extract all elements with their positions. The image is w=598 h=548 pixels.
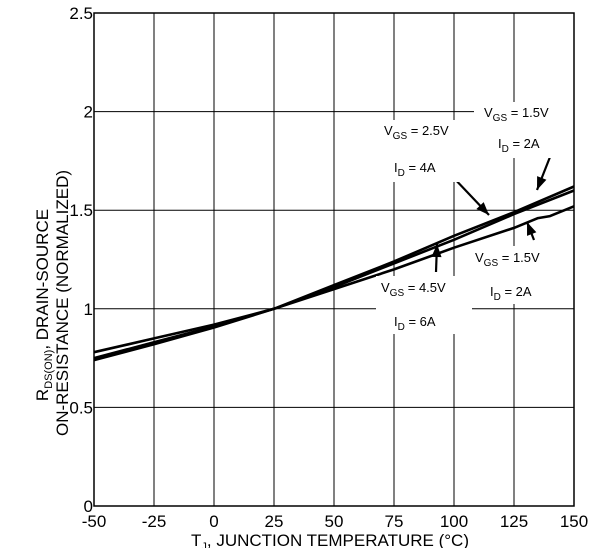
y-tick-labels: 0 0.5 1 1.5 2 2.5 bbox=[69, 4, 93, 516]
x-tick-labels: -50 -25 0 25 50 75 100 125 150 bbox=[82, 512, 588, 531]
annotation-bg bbox=[468, 246, 572, 304]
x-tick-label: 100 bbox=[440, 512, 468, 531]
y-tick-label: 0.5 bbox=[69, 398, 93, 417]
annotation-bg bbox=[380, 120, 472, 182]
plot-frame bbox=[93, 12, 575, 507]
series-lines bbox=[93, 185, 575, 362]
annotation-bg bbox=[474, 102, 574, 158]
y-tick-label: 1.5 bbox=[69, 201, 93, 220]
arrow-vgs-1-5v-upper-head bbox=[537, 176, 547, 190]
y-axis-label-line2: ON-RESISTANCE (NORMALIZED) bbox=[53, 170, 72, 436]
series-line-2 bbox=[93, 189, 575, 362]
annotation-id: ID = 2A bbox=[490, 284, 532, 303]
series-line-3 bbox=[93, 205, 575, 354]
y-tick-label: 2.5 bbox=[69, 4, 93, 23]
annotation-id: ID = 6A bbox=[394, 314, 436, 333]
y-tick-label: 0 bbox=[84, 497, 93, 516]
y-axis-label-line1: RDS(ON), DRAIN-SOURCE bbox=[33, 209, 55, 401]
x-tick-label: 25 bbox=[265, 512, 284, 531]
annotation-arrows bbox=[431, 156, 552, 273]
arrow-vgs-4-5v-head bbox=[431, 244, 442, 258]
x-tick-label: -50 bbox=[82, 512, 107, 531]
annotation-id: ID = 4A bbox=[394, 160, 436, 179]
annotation-vgs: VGS = 2.5V bbox=[384, 123, 449, 142]
series-line-1 bbox=[93, 185, 575, 360]
x-tick-label: 125 bbox=[500, 512, 528, 531]
annotation-vgs: VGS = 4.5V bbox=[381, 280, 446, 299]
y-tick-label: 2 bbox=[84, 103, 93, 122]
x-tick-label: 75 bbox=[385, 512, 404, 531]
annotations: VGS = 2.5V ID = 4A VGS = 1.5V ID = 2A VGS = … bbox=[376, 102, 574, 334]
arrow-vgs-2-5v-head bbox=[476, 202, 489, 215]
arrow-vgs-1-5v-lower-head bbox=[527, 222, 537, 236]
x-tick-label: 150 bbox=[560, 512, 588, 531]
annotation-id: ID = 2A bbox=[498, 136, 540, 155]
grid bbox=[94, 13, 574, 506]
x-axis-label: TJ, JUNCTION TEMPERATURE (°C) bbox=[191, 531, 469, 548]
y-tick-label: 1 bbox=[84, 300, 93, 319]
x-tick-label: -25 bbox=[142, 512, 167, 531]
annotation-vgs: VGS = 1.5V bbox=[475, 250, 540, 269]
x-tick-label: 0 bbox=[209, 512, 218, 531]
annotation-bg bbox=[376, 276, 472, 334]
annotation-vgs: VGS = 1.5V bbox=[484, 105, 549, 124]
x-tick-label: 50 bbox=[325, 512, 344, 531]
